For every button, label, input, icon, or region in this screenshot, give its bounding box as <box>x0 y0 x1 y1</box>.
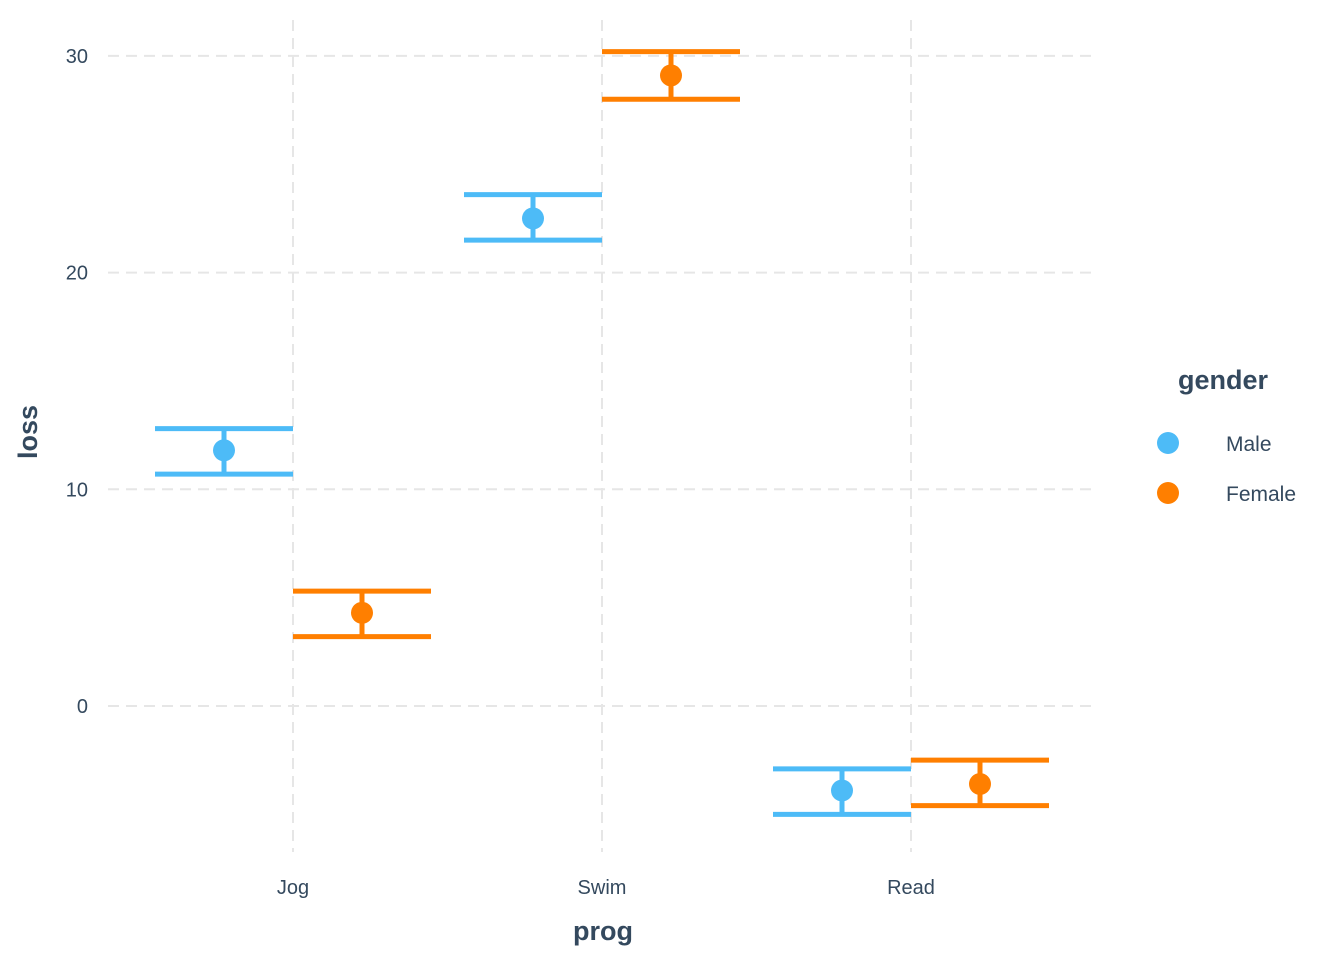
errorbar <box>602 49 740 102</box>
y-axis-ticks: 0 10 20 30 <box>66 46 88 718</box>
y-tick-label: 30 <box>66 46 88 68</box>
errorbar <box>911 757 1049 809</box>
legend-title: gender <box>1178 365 1269 395</box>
grid-lines <box>108 20 1098 852</box>
y-tick-label: 20 <box>66 263 88 285</box>
legend-key <box>1157 432 1179 454</box>
legend-item-male: Male <box>1157 432 1272 456</box>
plot-area <box>155 49 1049 817</box>
data-point <box>351 601 373 624</box>
errorbar <box>464 192 602 243</box>
x-axis-ticks: Jog Swim Read <box>277 877 935 899</box>
errorbar <box>155 426 293 477</box>
data-point <box>969 773 991 796</box>
x-tick-label: Swim <box>578 877 627 899</box>
x-tick-label: Jog <box>277 877 309 899</box>
y-axis-title: loss <box>13 405 43 459</box>
legend-key <box>1157 482 1179 504</box>
data-point <box>213 439 235 462</box>
data-point <box>831 779 853 802</box>
y-tick-label: 10 <box>66 479 88 501</box>
x-axis-title: prog <box>573 916 633 946</box>
data-point <box>522 207 544 230</box>
y-tick-label: 0 <box>77 696 88 718</box>
legend-label: Male <box>1226 433 1272 456</box>
x-tick-label: Read <box>887 877 935 899</box>
legend-item-female: Female <box>1157 482 1296 506</box>
data-point <box>660 64 682 87</box>
legend-label: Female <box>1226 483 1296 506</box>
errorbar <box>773 766 911 817</box>
legend-items: Male Female <box>1157 432 1296 506</box>
series-female <box>293 49 1049 809</box>
series-male <box>155 192 911 817</box>
legend: gender Male Female <box>1157 365 1296 506</box>
errorbar <box>293 588 431 640</box>
